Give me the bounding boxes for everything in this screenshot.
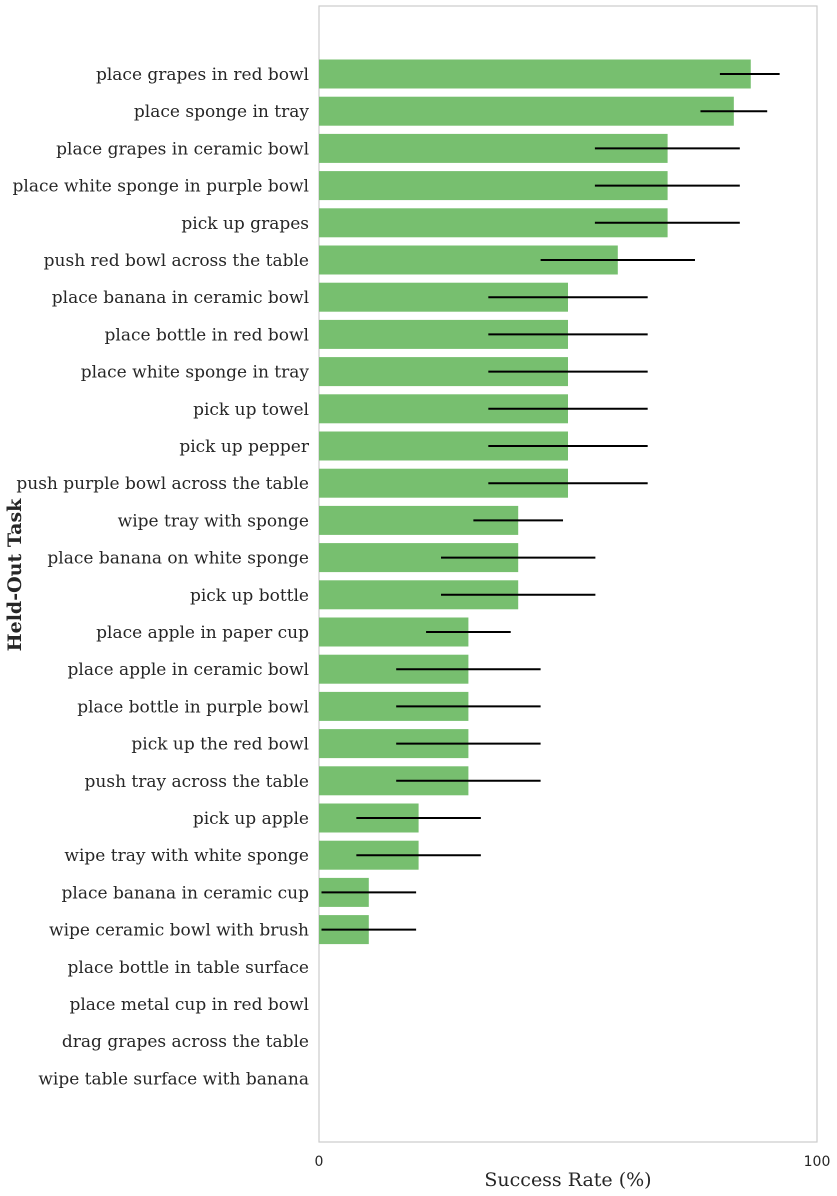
category-label: place sponge in tray: [134, 102, 309, 122]
category-label: place banana on white sponge: [47, 549, 309, 569]
errorbars-layer: [321, 73, 780, 931]
category-label: place grapes in red bowl: [96, 65, 309, 85]
category-label: push purple bowl across the table: [16, 474, 309, 494]
category-label: wipe tray with sponge: [118, 511, 309, 531]
x-ticks: 0 100: [315, 1154, 831, 1170]
category-label: place banana in ceramic cup: [62, 883, 310, 903]
category-label: pick up grapes: [181, 214, 309, 234]
category-label: place banana in ceramic bowl: [52, 288, 309, 308]
category-label: pick up towel: [193, 400, 309, 420]
bar: [319, 59, 751, 89]
category-label: place apple in paper cup: [96, 623, 309, 643]
bar: [319, 96, 734, 126]
category-label: push tray across the table: [85, 772, 309, 792]
x-tick-label: 0: [315, 1154, 324, 1170]
category-label: pick up the red bowl: [131, 735, 309, 755]
x-axis-title: Success Rate (%): [484, 1169, 651, 1191]
category-label: place grapes in ceramic bowl: [56, 139, 309, 159]
bars-layer: [319, 59, 751, 945]
category-label: place bottle in red bowl: [105, 325, 310, 345]
category-label: drag grapes across the table: [62, 1032, 309, 1052]
category-label: wipe tray with white sponge: [64, 846, 309, 866]
category-label: place bottle in purple bowl: [77, 697, 309, 717]
category-label: place metal cup in red bowl: [69, 995, 309, 1015]
x-tick-label: 100: [804, 1154, 831, 1170]
category-label: pick up apple: [193, 809, 309, 829]
category-label: wipe table surface with banana: [38, 1069, 309, 1089]
y-axis-title: Held-Out Task: [4, 498, 26, 652]
category-label: place white sponge in purple bowl: [13, 177, 309, 197]
category-label: pick up bottle: [190, 586, 309, 606]
category-labels: place grapes in red bowl place sponge in …: [13, 65, 310, 1089]
category-label: wipe ceramic bowl with brush: [49, 921, 309, 941]
category-label: pick up pepper: [179, 437, 310, 457]
category-label: place bottle in table surface: [68, 958, 309, 978]
category-label: push red bowl across the table: [44, 251, 309, 271]
category-label: place apple in ceramic bowl: [68, 660, 309, 680]
plot-frame: [318, 5, 818, 1143]
category-label: place white sponge in tray: [81, 363, 310, 383]
